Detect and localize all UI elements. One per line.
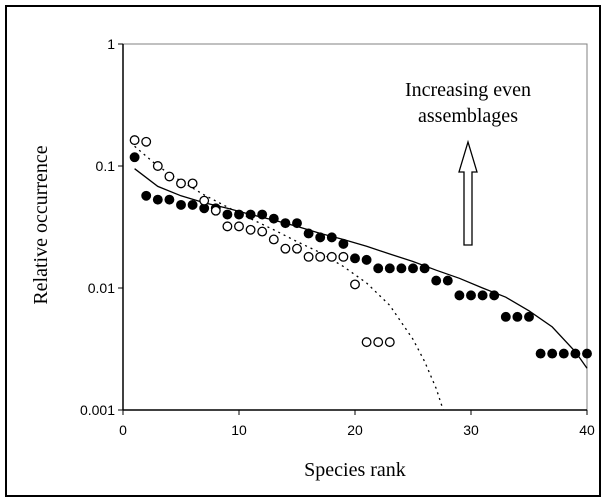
point-open [338,251,349,262]
point-filled [315,232,326,243]
point-filled [466,290,476,301]
y-tick-label: 0.1 [96,158,116,174]
point-filled [512,311,523,322]
x-tick-label: 20 [347,422,363,438]
point-filled [582,348,592,359]
annotation: Increasing even assemblages [405,79,531,246]
point-filled [570,348,581,359]
point-open [210,205,221,216]
point-filled [419,263,430,274]
point-open [129,135,140,146]
point-filled [245,209,256,220]
annotation-line-2: assemblages [418,105,518,127]
point-filled [222,209,233,220]
y-tick-label: 0.01 [88,280,115,296]
point-filled [454,290,465,301]
y-axis-label: Relative occurrence [30,145,52,304]
point-filled [141,190,152,201]
point-open [350,279,360,290]
point-filled [129,152,140,163]
point-open [268,234,279,245]
point-open [176,178,186,189]
point-open [280,243,291,254]
x-axis-label: Species rank [304,459,406,481]
point-open [245,224,256,235]
point-filled [442,275,453,286]
point-filled [234,209,244,220]
point-filled [361,254,372,265]
point-filled [280,218,291,229]
point-filled [350,253,360,264]
point-filled [524,311,534,322]
point-filled [257,209,268,220]
point-open [384,337,395,348]
point-open [141,136,152,147]
point-filled [326,232,337,243]
x-tick-label: 40 [579,422,595,438]
fit-lines [134,145,588,411]
x-tick-label: 0 [119,422,127,438]
point-open [361,337,372,348]
point-filled [338,238,349,249]
point-filled [187,199,198,210]
fit-line-filled [134,168,588,369]
data-points [129,135,592,359]
point-filled [384,263,395,274]
point-open [222,221,233,232]
point-filled [152,194,163,205]
point-open [315,251,326,262]
point-filled [558,348,569,359]
point-filled [176,199,186,210]
x-tick-label: 30 [463,422,479,438]
point-open [326,251,337,262]
point-open [373,337,384,348]
point-filled [547,348,558,359]
y-tick-label: 1 [107,36,115,52]
point-filled [431,275,442,286]
y-tick-label: 0.001 [80,402,115,418]
point-filled [489,290,500,301]
point-open [292,243,302,254]
point-open [199,195,210,206]
point-filled [477,290,488,301]
point-filled [292,218,302,229]
point-filled [535,348,546,359]
up-arrow-icon [458,139,478,246]
figure-frame [5,5,601,497]
point-filled [164,194,175,205]
point-filled [396,263,407,274]
x-tick-label: 10 [231,422,247,438]
point-open [164,171,175,182]
point-open [152,161,163,171]
point-filled [303,228,314,239]
point-filled [408,263,418,274]
annotation-line-1: Increasing even [405,79,531,101]
point-filled [500,311,511,322]
point-open [187,178,198,189]
point-open [303,251,314,262]
point-filled [373,263,384,274]
point-open [234,221,244,232]
point-filled [268,213,279,224]
point-open [257,226,268,237]
